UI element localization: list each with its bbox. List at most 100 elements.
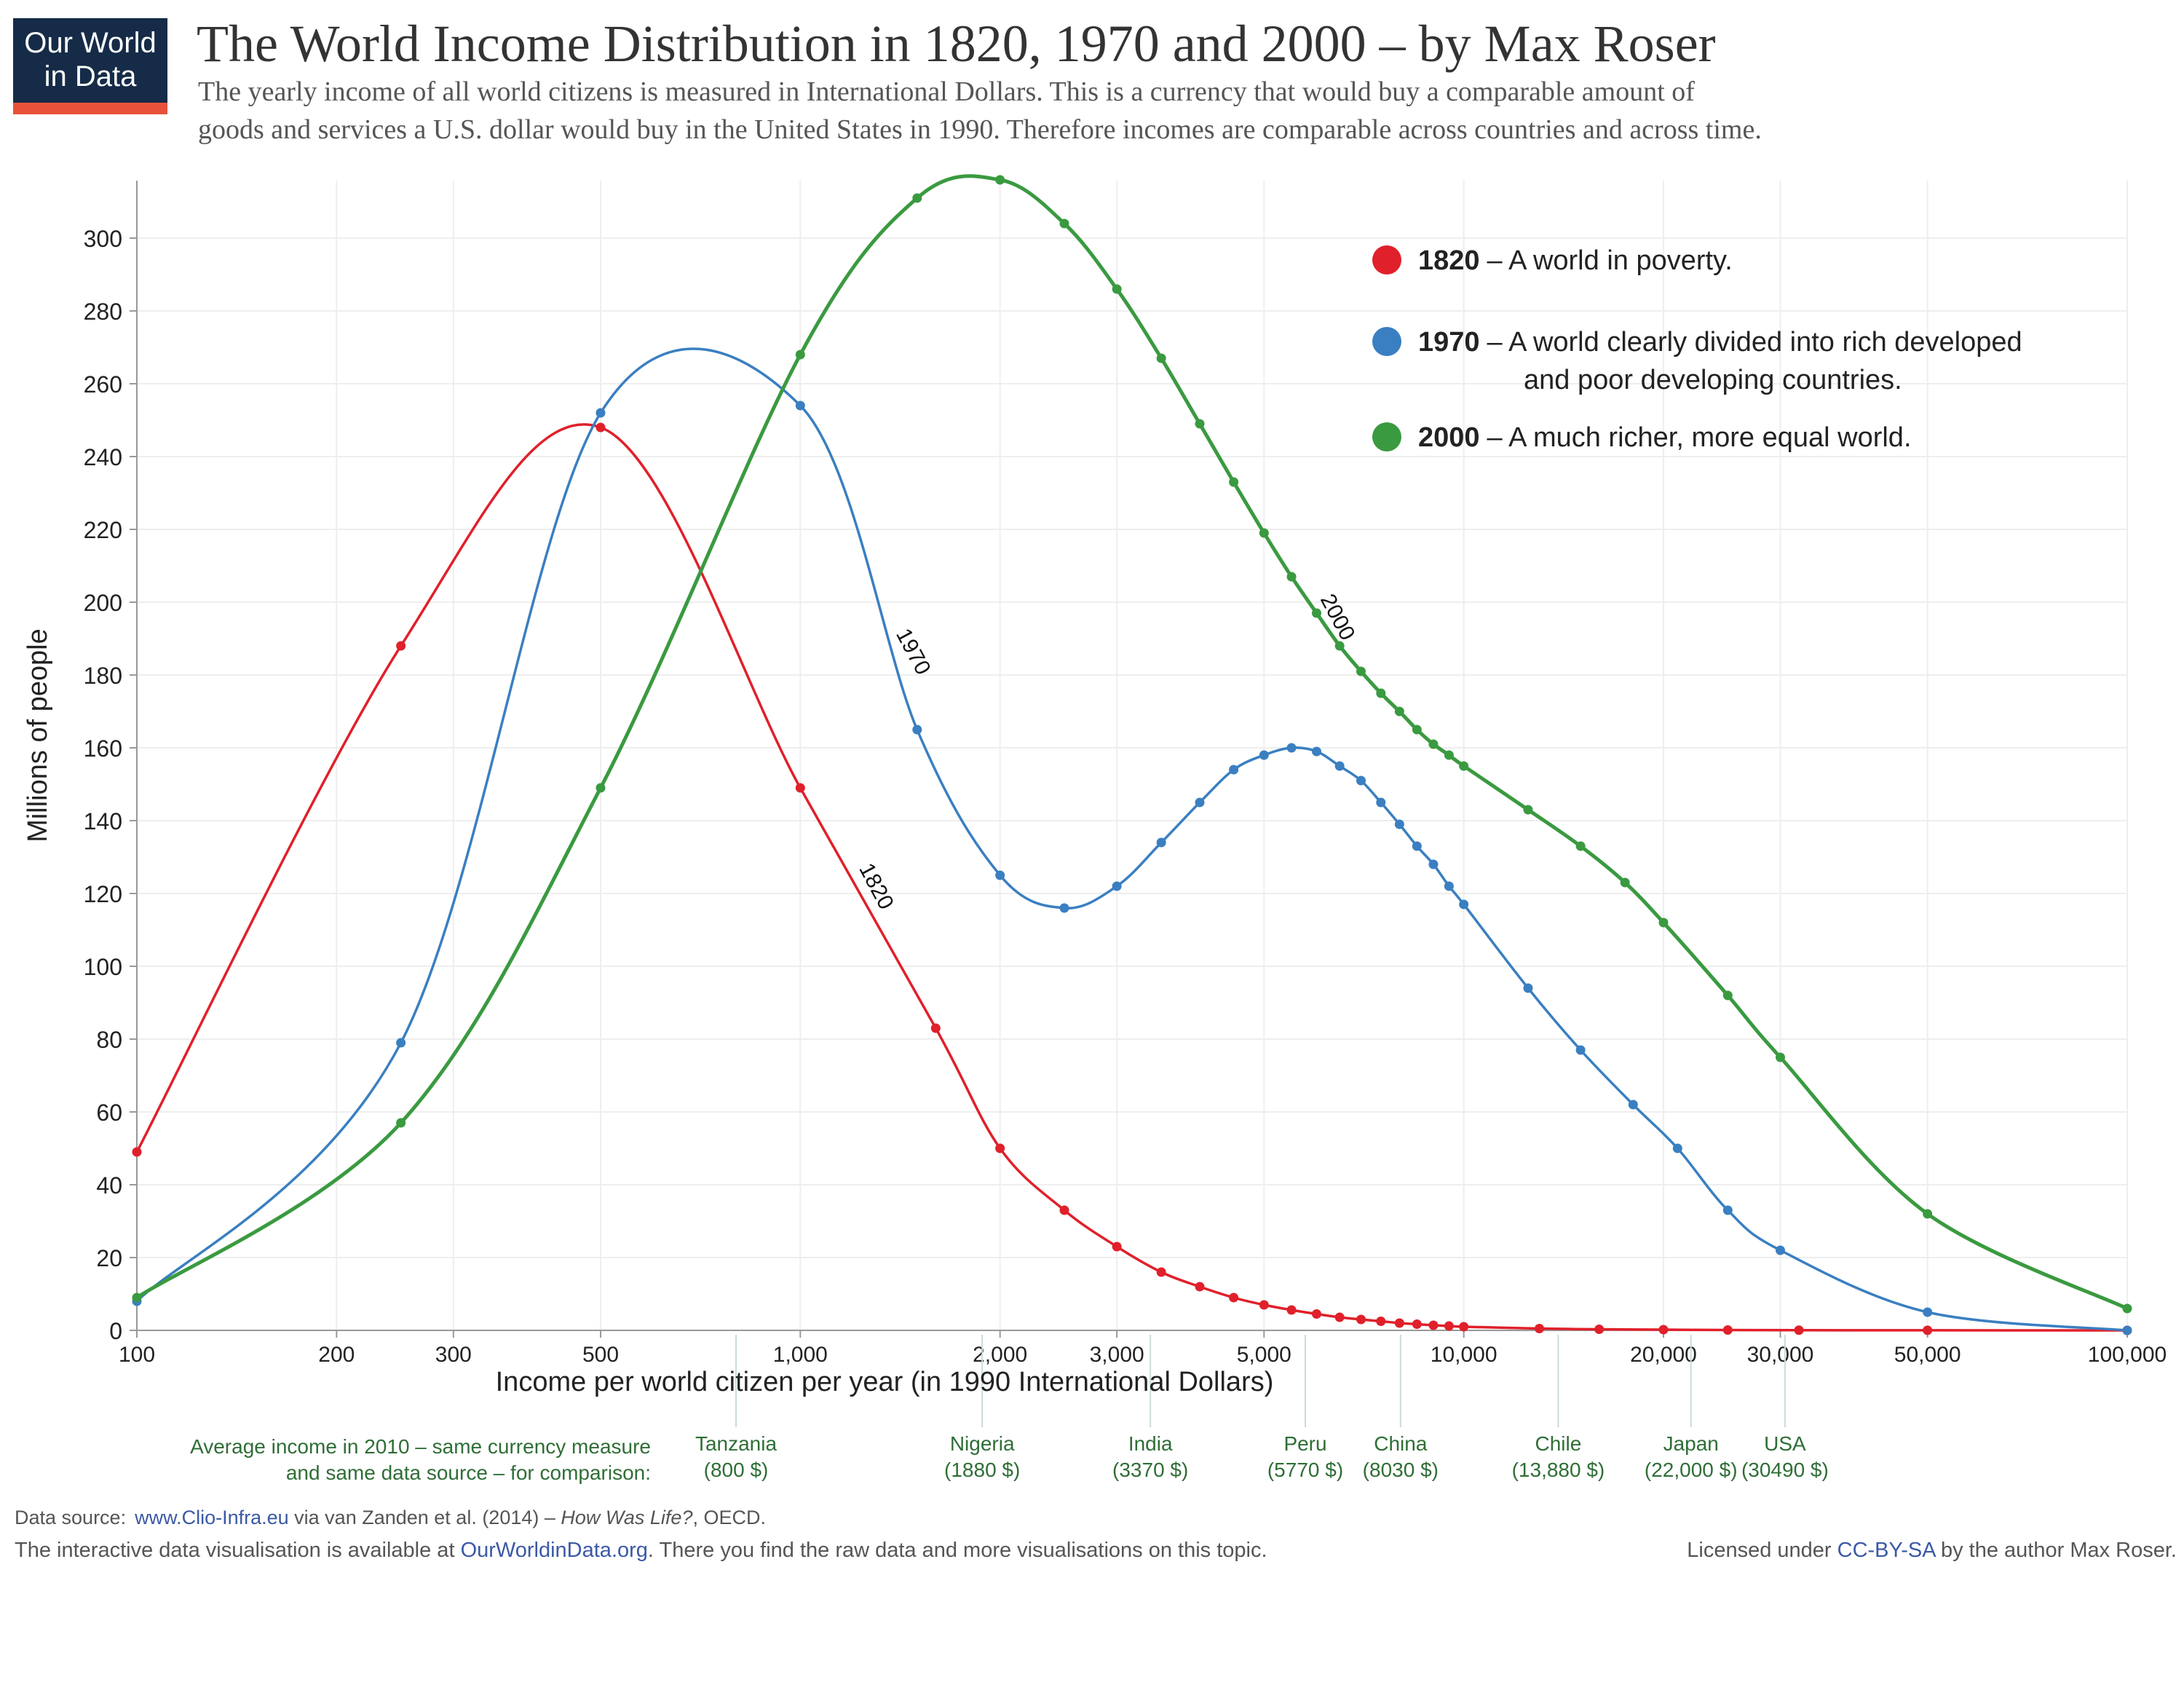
data-point-2000[interactable]	[1775, 1052, 1785, 1062]
data-point-2000[interactable]	[2122, 1303, 2132, 1314]
data-point-1820[interactable]	[1923, 1325, 1933, 1335]
data-point-1820[interactable]	[596, 422, 606, 433]
data-point-1820[interactable]	[930, 1023, 941, 1033]
data-point-2000[interactable]	[1575, 841, 1586, 851]
data-point-1820[interactable]	[1459, 1322, 1469, 1332]
license-link[interactable]: CC-BY-SA	[1837, 1539, 1937, 1562]
data-point-2000[interactable]	[596, 783, 606, 793]
data-point-2000[interactable]	[1356, 666, 1366, 676]
data-point-2000[interactable]	[995, 175, 1005, 185]
data-point-1820[interactable]	[132, 1147, 142, 1157]
data-point-1820[interactable]	[1794, 1325, 1804, 1335]
data-point-1970[interactable]	[1775, 1245, 1785, 1255]
curve-label-1820: 1820	[854, 859, 898, 913]
data-point-2000[interactable]	[1658, 917, 1669, 928]
data-point-1970[interactable]	[1259, 750, 1269, 760]
data-point-1820[interactable]	[1229, 1293, 1239, 1303]
data-point-1820[interactable]	[1376, 1317, 1386, 1326]
data-point-1820[interactable]	[1428, 1320, 1439, 1330]
data-point-1820[interactable]	[1594, 1325, 1605, 1334]
x-tick-label: 1,000	[773, 1343, 828, 1367]
data-point-1970[interactable]	[1412, 841, 1422, 851]
data-point-1970[interactable]	[1112, 881, 1122, 891]
data-point-2000[interactable]	[1334, 641, 1345, 651]
license-prefix: Licensed under	[1687, 1539, 1837, 1562]
data-point-1970[interactable]	[912, 725, 922, 735]
data-point-1970[interactable]	[396, 1038, 406, 1048]
data-point-2000[interactable]	[1311, 608, 1321, 618]
data-point-1970[interactable]	[1059, 903, 1069, 913]
data-point-1820[interactable]	[396, 641, 406, 651]
data-point-1820[interactable]	[1658, 1325, 1669, 1335]
data-point-1820[interactable]	[1722, 1325, 1733, 1335]
data-point-1820[interactable]	[1059, 1205, 1069, 1215]
data-point-1970[interactable]	[1229, 765, 1239, 775]
data-point-1820[interactable]	[1444, 1321, 1454, 1331]
data-point-1970[interactable]	[1523, 983, 1533, 993]
data-point-1970[interactable]	[795, 400, 805, 411]
data-point-2000[interactable]	[1286, 572, 1297, 582]
data-point-1820[interactable]	[1311, 1309, 1321, 1319]
data-point-1820[interactable]	[995, 1143, 1005, 1153]
y-tick-label: 120	[84, 881, 122, 907]
data-point-2000[interactable]	[912, 193, 922, 203]
data-point-1970[interactable]	[995, 870, 1005, 880]
comparison-markers: Tanzania (800 $) Nigeria (1880 $) India (3370…	[695, 1335, 1829, 1481]
data-point-1820[interactable]	[1112, 1242, 1122, 1252]
data-point-2000[interactable]	[1722, 990, 1733, 1001]
data-point-1970[interactable]	[1672, 1143, 1682, 1153]
data-point-2000[interactable]	[1620, 877, 1630, 888]
data-point-1970[interactable]	[1923, 1307, 1933, 1317]
data-point-2000[interactable]	[1059, 218, 1069, 229]
footer-source: Data source: www.Clio-Infra.eu via van Za…	[15, 1507, 766, 1528]
legend-text-1820: – A world in poverty.	[1487, 245, 1733, 276]
data-point-2000[interactable]	[1923, 1209, 1933, 1219]
data-point-1970[interactable]	[1356, 776, 1366, 786]
data-point-1970[interactable]	[1334, 761, 1345, 771]
data-point-1970[interactable]	[1376, 797, 1386, 808]
data-point-1970[interactable]	[2122, 1325, 2132, 1335]
data-point-1970[interactable]	[596, 408, 606, 418]
data-point-2000[interactable]	[795, 350, 805, 360]
data-point-1820[interactable]	[1356, 1314, 1366, 1325]
data-point-1970[interactable]	[1575, 1045, 1586, 1055]
data-point-1970[interactable]	[1628, 1100, 1638, 1110]
data-point-1970[interactable]	[1444, 881, 1454, 891]
data-point-1970[interactable]	[1311, 746, 1321, 757]
comparison-intro-line1: Average income in 2010 – same currency m…	[190, 1435, 651, 1458]
data-point-2000[interactable]	[1195, 419, 1205, 429]
data-point-1970[interactable]	[1459, 899, 1469, 909]
data-point-2000[interactable]	[1376, 688, 1386, 698]
data-point-1820[interactable]	[1535, 1324, 1545, 1333]
owid-logo[interactable]: Our World in Data	[13, 18, 167, 114]
data-point-2000[interactable]	[1259, 528, 1269, 538]
data-point-2000[interactable]	[1229, 477, 1239, 487]
data-point-1820[interactable]	[1195, 1282, 1205, 1292]
data-point-2000[interactable]	[1428, 739, 1439, 749]
data-point-2000[interactable]	[1523, 805, 1533, 815]
chart-subtitle-line1: The yearly income of all world citizens …	[198, 76, 1695, 107]
data-point-1970[interactable]	[1156, 837, 1166, 848]
data-point-2000[interactable]	[1112, 284, 1122, 294]
source-link[interactable]: www.Clio-Infra.eu	[134, 1507, 289, 1528]
data-point-1820[interactable]	[1334, 1312, 1345, 1322]
data-point-2000[interactable]	[1156, 353, 1166, 363]
data-point-1970[interactable]	[1195, 797, 1205, 808]
data-point-1970[interactable]	[1394, 819, 1404, 829]
data-point-1820[interactable]	[1259, 1300, 1269, 1310]
data-point-1820[interactable]	[1286, 1305, 1297, 1315]
data-point-1820[interactable]	[1156, 1267, 1166, 1277]
data-point-2000[interactable]	[396, 1118, 406, 1128]
data-point-1970[interactable]	[1286, 743, 1297, 753]
data-point-2000[interactable]	[1394, 706, 1404, 717]
data-point-1970[interactable]	[1428, 859, 1439, 869]
data-point-1970[interactable]	[1722, 1205, 1733, 1215]
data-point-1820[interactable]	[1412, 1319, 1422, 1329]
data-point-2000[interactable]	[1459, 761, 1469, 771]
data-point-1820[interactable]	[1394, 1318, 1404, 1328]
interactive-link[interactable]: OurWorldinData.org	[461, 1539, 648, 1562]
data-point-2000[interactable]	[132, 1293, 142, 1303]
data-point-1820[interactable]	[795, 783, 805, 793]
data-point-2000[interactable]	[1412, 725, 1422, 735]
data-point-2000[interactable]	[1444, 750, 1454, 760]
